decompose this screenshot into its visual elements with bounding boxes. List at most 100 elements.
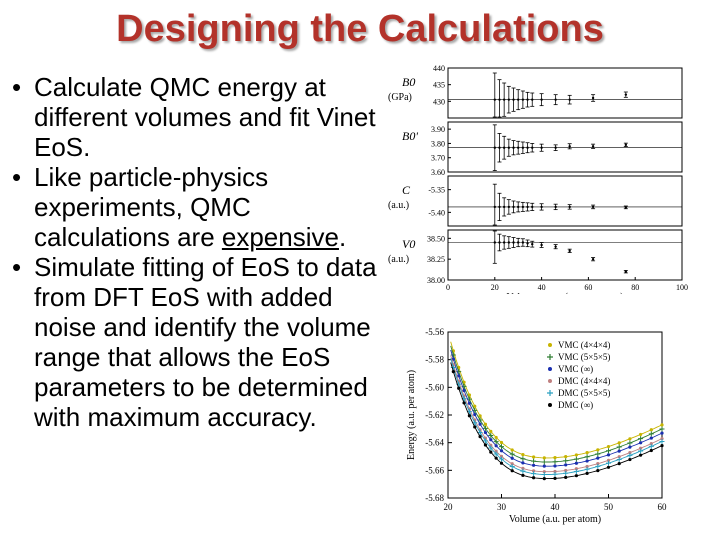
series-marker [493,451,499,457]
series-marker [564,463,568,467]
data-point [521,205,525,209]
series-marker [510,462,514,466]
series-marker [483,443,488,447]
panel-unit: (a.u.) [388,200,409,211]
y-tick-label: -5.58 [425,355,444,365]
x-tick-label: 80 [631,283,639,292]
series-marker [450,352,456,358]
data-point [568,98,571,101]
series-marker [606,448,611,454]
data-point [517,98,520,101]
series-marker [639,446,643,450]
data-point [512,98,515,101]
series-marker [541,471,547,477]
series-marker [628,457,632,462]
y-tick-label: -5.68 [425,493,444,503]
series-marker [499,444,504,450]
series-marker [649,436,653,440]
series-marker [457,374,461,378]
series-marker [488,445,494,451]
data-point [507,146,511,149]
data-point [498,241,501,244]
data-point [517,205,520,209]
data-point [531,98,534,101]
data-point [498,98,501,101]
data-point [512,205,515,209]
slide-title: Designing the Calculations [116,8,604,50]
series-marker [510,469,514,473]
y-tick-label: -5.56 [425,327,444,337]
bullet-item-3: • Simulate fitting of EoS to data from D… [12,252,392,432]
data-point [517,146,520,149]
series-marker [473,412,477,417]
series-marker [617,462,621,466]
eos-parameter-chart: B0 (GPa) 440 435 430 B0' 3.90 3.80 3.70 3.60 C (a.u… [388,64,688,294]
data-point [568,249,571,253]
series-marker [638,448,644,454]
series-marker [660,443,664,448]
series-marker [494,444,498,448]
series-marker [494,435,498,440]
series-marker [617,441,621,445]
series-marker [482,438,488,444]
series-marker [499,456,504,462]
bullet-dot-icon: • [12,72,22,102]
series-marker [477,417,483,423]
data-point [540,146,543,149]
series-marker [521,473,525,477]
series-marker [489,438,493,442]
data-point [554,146,557,149]
series-marker [531,471,537,477]
series-marker [532,455,536,459]
series-marker [628,445,632,449]
data-point [554,205,557,209]
bullet-underlined-word: expensive [221,222,339,252]
series-marker [627,452,633,458]
series-marker [521,466,525,471]
legend-label: DMC (4×4×4) [558,376,610,386]
series-marker [585,459,589,463]
series-marker [648,431,654,437]
series-marker [521,461,525,465]
series-marker [628,451,632,455]
y-tick-label: 38.25 [427,255,445,264]
series-marker [489,450,493,454]
series-marker [478,414,482,418]
series-marker [639,453,643,457]
x-tick-label: 20 [444,502,454,512]
series-marker [617,455,621,459]
series-marker [473,425,477,429]
bullet-dot-icon: • [12,252,22,282]
data-point [507,205,511,209]
data-point [526,146,529,149]
series-marker [574,474,578,478]
data-point [493,205,496,209]
data-point [493,146,496,149]
legend-label: VMC (4×4×4) [558,340,610,350]
x-tick-label: 0 [446,283,450,292]
data-point [498,146,501,149]
series-marker [532,476,536,480]
data-point [502,205,506,209]
legend-marker [548,343,552,347]
y-tick-label: -5.62 [425,410,444,420]
series-marker [596,456,600,460]
series-marker [494,456,498,460]
data-point [591,145,595,148]
data-point [531,242,534,246]
x-axis-label: Volume range (a.u. per atom) [507,292,624,294]
data-point [507,241,511,244]
series-marker [467,393,471,397]
series-marker [510,448,514,452]
x-tick-label: 60 [658,502,668,512]
bullet-dot-icon: • [12,162,22,192]
data-point [526,242,529,245]
series-marker [564,455,568,459]
y-tick-label: 435 [433,81,445,90]
data-point [512,241,515,244]
series-marker [616,444,622,450]
data-point [502,241,506,244]
series-marker [520,456,526,462]
series-marker [660,431,664,435]
